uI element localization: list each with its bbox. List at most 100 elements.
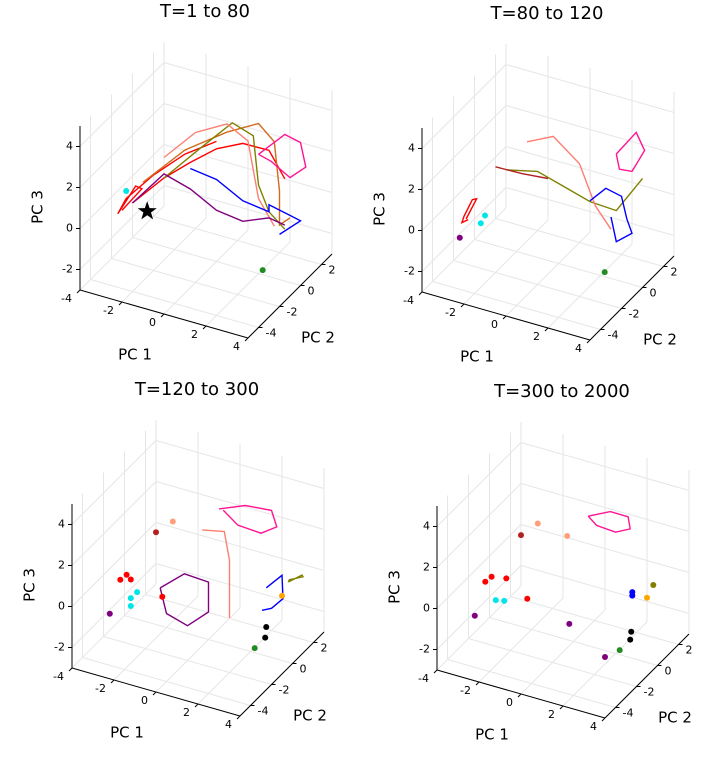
grid-line	[505, 146, 675, 195]
trajectory	[495, 166, 549, 180]
trajectory	[132, 173, 286, 226]
y-tick-label: -2	[644, 686, 655, 699]
x-tick-label: 2	[191, 328, 198, 341]
z-tick-label: 4	[66, 140, 73, 153]
marker	[477, 220, 484, 227]
marker	[501, 597, 508, 604]
trajectory	[587, 510, 632, 533]
x-tick-label: -4	[61, 292, 72, 305]
z-axis-label: PC 3	[386, 570, 404, 604]
z-tick-label: 2	[408, 183, 415, 196]
grid-line	[82, 657, 251, 706]
grid-line	[436, 585, 522, 671]
z-tick-label: -2	[419, 643, 430, 656]
z-tick-label: 4	[58, 518, 65, 531]
marker	[644, 594, 650, 601]
grid-line	[163, 185, 333, 234]
grid-line	[436, 483, 522, 568]
marker	[123, 187, 130, 194]
grid-line	[155, 607, 241, 693]
x-tick	[152, 691, 157, 696]
z-tick-label: -2	[62, 263, 73, 276]
grid-line	[489, 617, 658, 666]
grid-line	[505, 187, 675, 236]
grid-line	[79, 185, 165, 270]
grid-line	[447, 659, 616, 708]
x-tick-label: 2	[533, 330, 540, 343]
grid-line	[474, 239, 643, 288]
y-axis	[247, 253, 333, 339]
marker	[153, 529, 159, 536]
y-tick-label: -4	[266, 327, 277, 340]
marker	[492, 597, 499, 604]
x-tick	[118, 301, 123, 306]
y-tick-label: 0	[300, 663, 307, 676]
y-axis-label: PC 2	[658, 709, 692, 727]
marker	[534, 520, 541, 527]
x-tick-label: -2	[460, 684, 471, 697]
y-axis-label: PC 2	[301, 329, 335, 347]
marker	[471, 612, 478, 619]
trajectory	[190, 167, 302, 235]
grid-line	[103, 636, 272, 685]
x-tick-label: -2	[445, 306, 456, 319]
grid-line	[163, 62, 333, 111]
chart-title: T=120 to 300	[134, 379, 259, 400]
trajectory	[159, 573, 210, 627]
x-tick	[460, 303, 465, 308]
chart-title: T=80 to 120	[490, 3, 604, 24]
x-tick	[76, 289, 81, 294]
trajectory	[615, 131, 646, 173]
x-tick	[236, 715, 241, 720]
grid-line	[71, 481, 157, 566]
marker	[488, 573, 495, 580]
y-tick-label: -2	[629, 308, 640, 321]
y-tick-label: -4	[623, 707, 634, 720]
marker	[566, 620, 573, 627]
y-axis-label: PC 2	[643, 331, 677, 349]
z-tick-label: 2	[423, 561, 430, 574]
grid-line	[520, 524, 690, 573]
marker	[601, 269, 608, 276]
trajectory	[261, 573, 284, 611]
marker	[503, 575, 510, 582]
grid-line	[421, 146, 507, 231]
x-tick-label: -4	[418, 672, 429, 685]
x-tick	[475, 681, 480, 686]
x-tick-label: 2	[183, 706, 190, 719]
grid-line	[463, 219, 549, 305]
chart-title: T=1 to 80	[159, 1, 250, 22]
y-tick-label: -4	[258, 705, 269, 718]
marker	[628, 628, 635, 635]
trajectory	[117, 140, 217, 215]
grid-line	[155, 563, 325, 612]
y-axis-label: PC 2	[293, 707, 327, 725]
marker	[263, 624, 270, 631]
x-tick	[502, 315, 507, 320]
x-axis-label: PC 1	[460, 348, 494, 366]
x-tick	[68, 667, 73, 672]
x-tick-label: 4	[233, 340, 240, 353]
x-tick	[559, 705, 564, 710]
grid-line	[121, 217, 207, 303]
x-tick-label: 0	[491, 318, 498, 331]
marker	[123, 571, 130, 578]
grid-line	[478, 597, 564, 683]
grid-line	[520, 609, 606, 695]
y-tick-label: 2	[686, 644, 693, 657]
trajectory	[287, 574, 305, 583]
marker	[602, 654, 608, 660]
chart-title: T=300 to 2000	[493, 381, 630, 402]
y-tick-label: 0	[308, 285, 315, 298]
marker	[518, 532, 524, 539]
grid-line	[421, 105, 507, 190]
grid-line	[111, 258, 280, 307]
x-tick-label: 2	[548, 708, 555, 721]
y-tick-label: 2	[671, 266, 678, 279]
marker	[524, 595, 531, 602]
grid-line	[205, 241, 291, 327]
x-tick	[160, 313, 165, 318]
grid-line	[453, 260, 622, 309]
grid-line	[421, 207, 507, 293]
